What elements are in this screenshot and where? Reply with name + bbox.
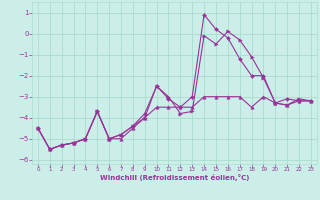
X-axis label: Windchill (Refroidissement éolien,°C): Windchill (Refroidissement éolien,°C) [100,174,249,181]
